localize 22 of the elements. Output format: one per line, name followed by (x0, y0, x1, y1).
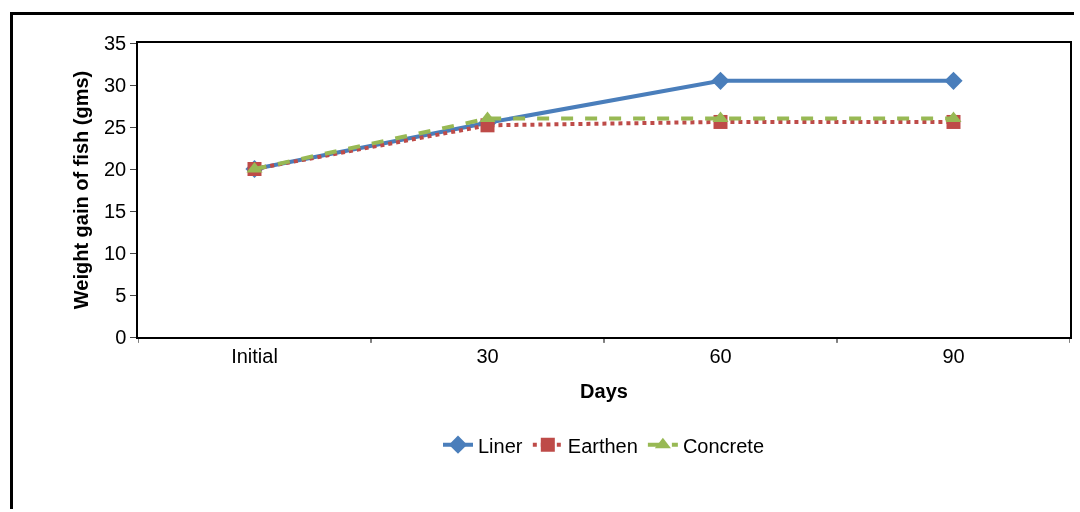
y-tick-label: 35 (104, 32, 127, 54)
y-tick-label: 15 (104, 200, 127, 222)
y-tick-label: 0 (115, 326, 127, 348)
y-tick-label: 10 (104, 242, 127, 264)
point (711, 71, 730, 90)
x-axis-title: Days (580, 379, 628, 402)
point (479, 111, 496, 123)
y-tick-label: 30 (104, 74, 127, 96)
point (944, 71, 963, 90)
legend-label: Earthen (567, 434, 638, 457)
y-tick-label: 5 (115, 284, 127, 306)
legend-label: Liner (478, 434, 523, 457)
legend-label: Concrete (682, 434, 765, 457)
x-tick-label: Initial (231, 344, 278, 367)
point (945, 111, 962, 123)
y-axis-title: Weight gain of fish (gms) (69, 70, 92, 310)
y-tick-label: 25 (104, 116, 127, 138)
x-tick-label: 90 (942, 344, 965, 367)
x-tick-label: 60 (709, 344, 732, 367)
y-tick-label: 20 (104, 158, 127, 180)
point (712, 111, 729, 123)
x-tick-label: 30 (476, 344, 499, 367)
